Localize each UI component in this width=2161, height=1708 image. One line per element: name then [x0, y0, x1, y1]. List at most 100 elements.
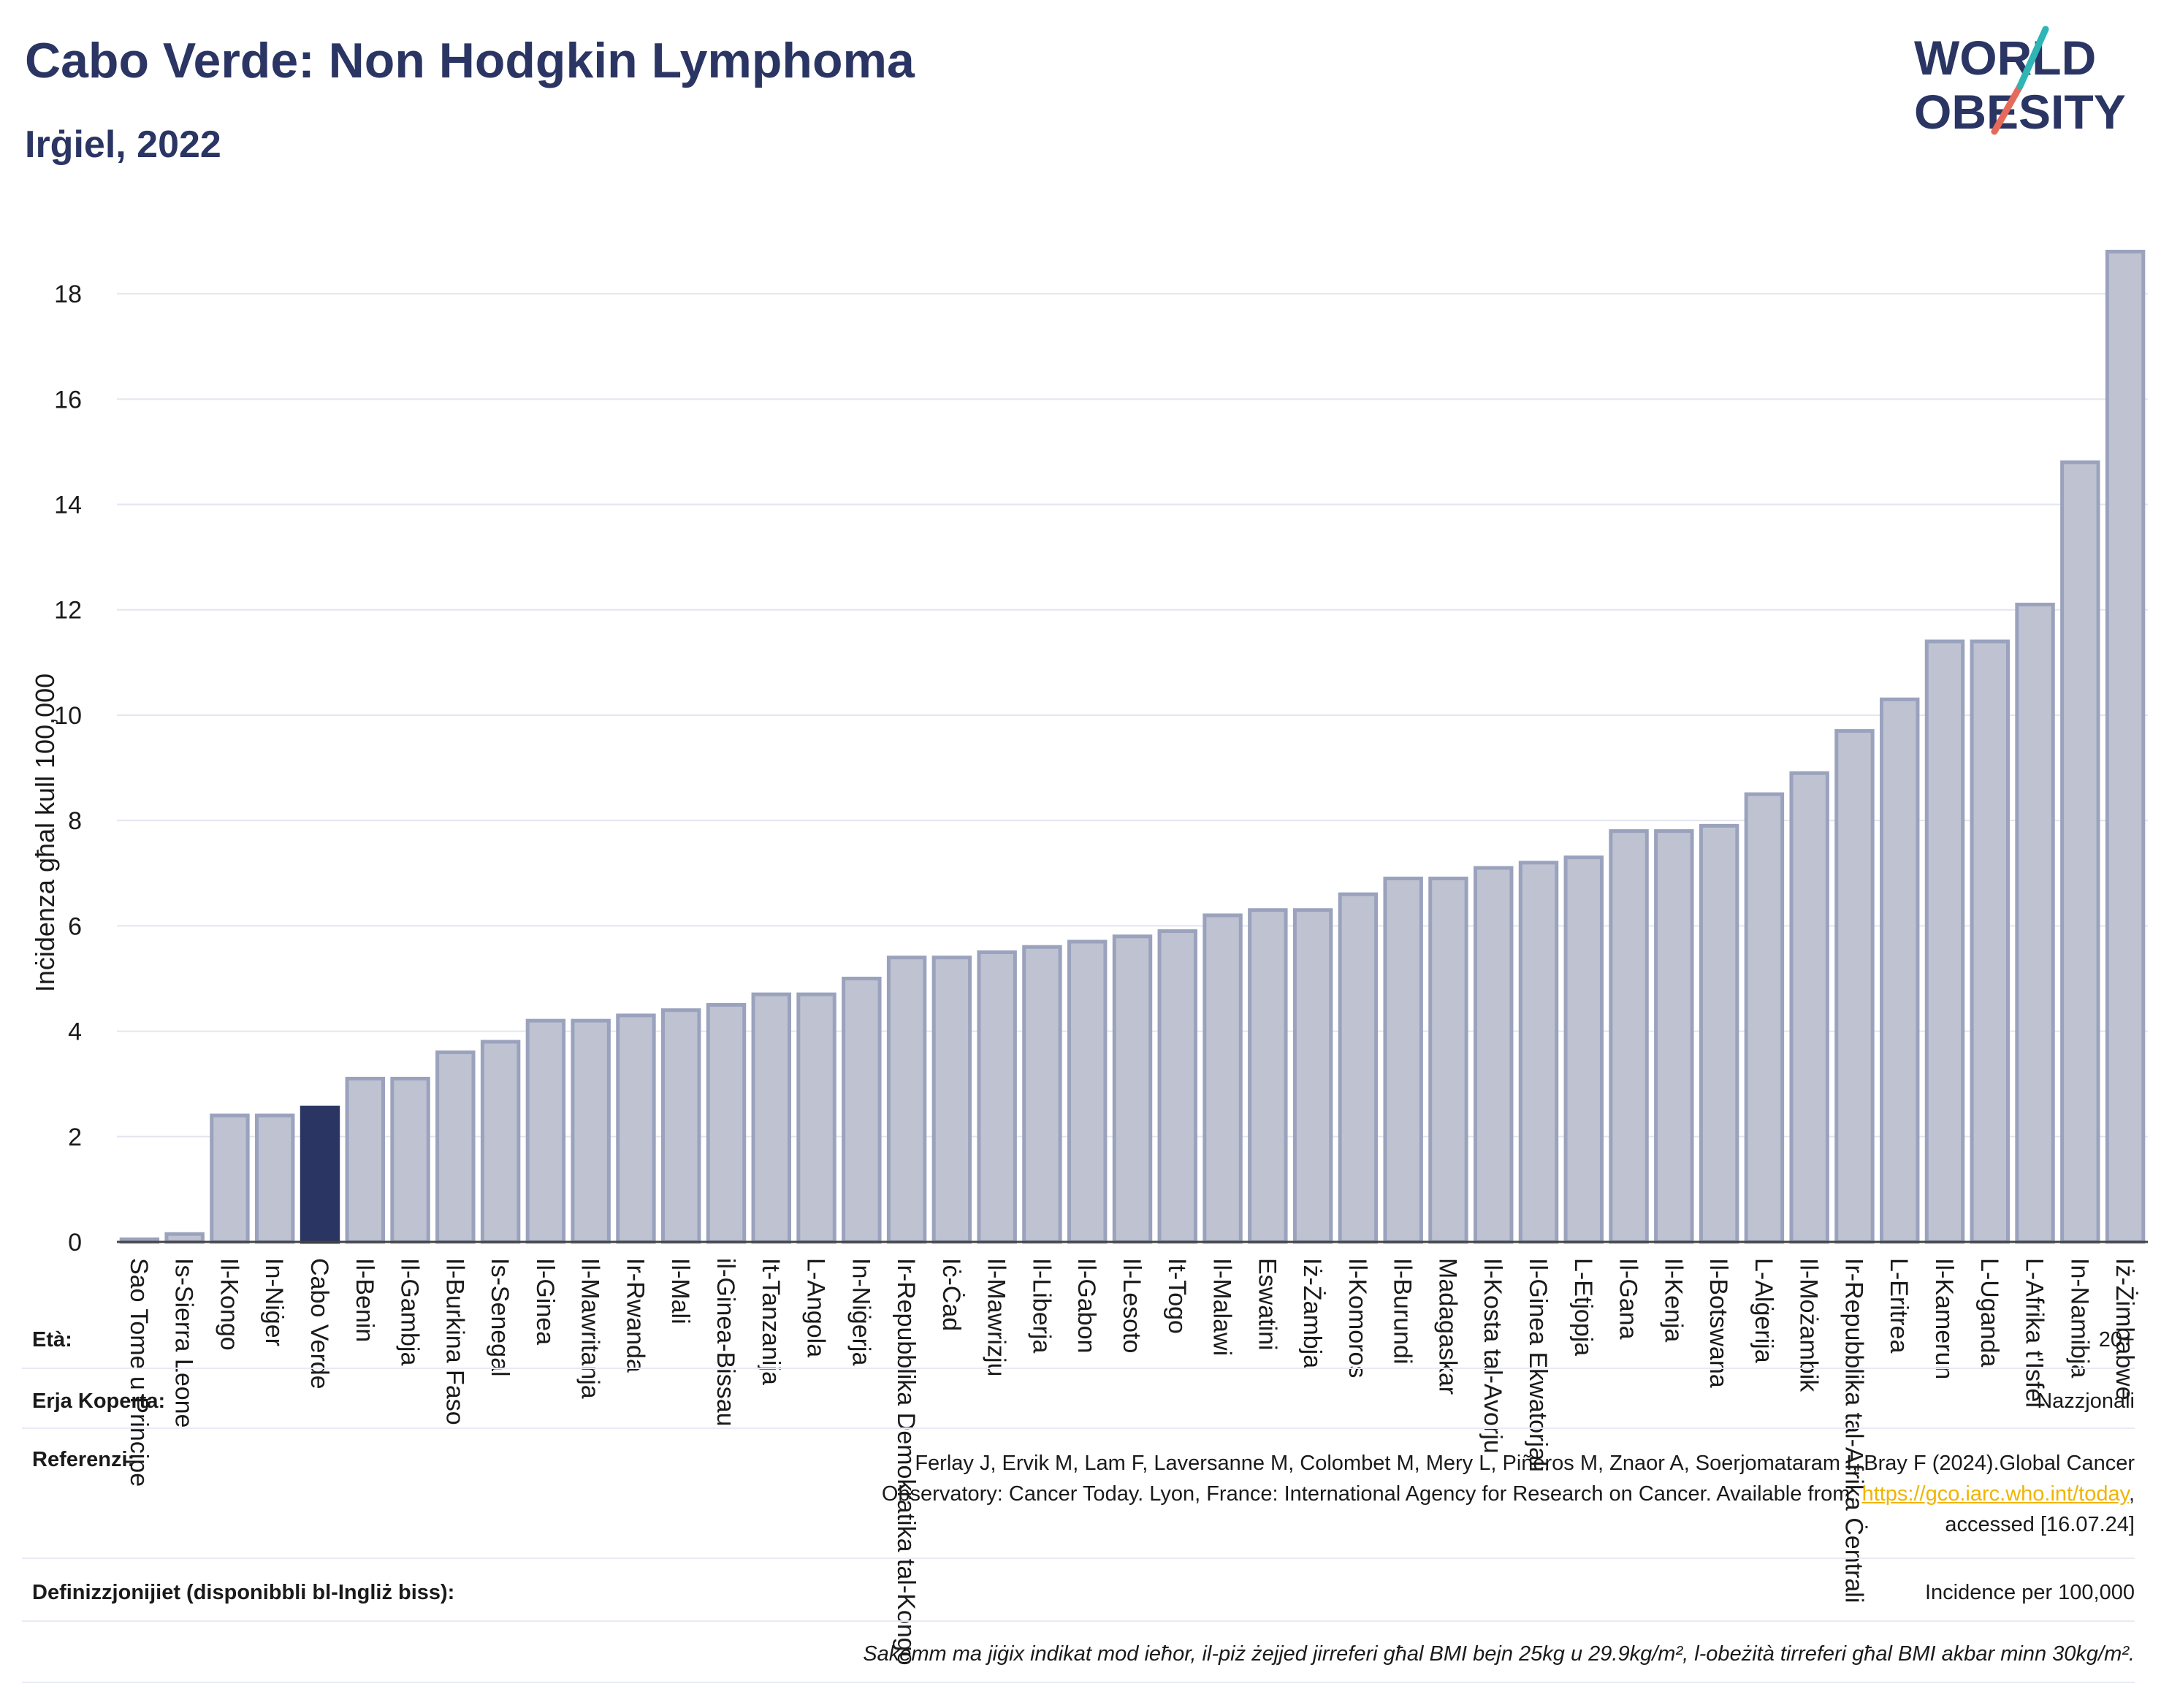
x-tick-label: L-Afrika t'Isfel	[2021, 1258, 2048, 1408]
x-tick-label: Il-Burkina Faso	[441, 1258, 468, 1425]
bar-in-namibja	[2060, 460, 2100, 1244]
bar-il-botswana	[1699, 823, 1739, 1244]
bar-in-ni-erja	[842, 976, 882, 1244]
chart-footer: Età: 20+ Erja Koperta: Nazzjonali Refere…	[22, 1308, 2135, 1683]
logo-line1: WORLD	[1914, 31, 2096, 85]
x-tick-label: Eswatini	[1253, 1258, 1281, 1351]
x-tick-label: Iċ-Ċad	[937, 1258, 965, 1331]
references-label: Referenzi:	[32, 1448, 135, 1471]
x-tick-label: In-Namibja	[2065, 1258, 2093, 1378]
x-tick-label: Il-Malawi	[1208, 1258, 1236, 1356]
x-tick-label: Madagaskar	[1433, 1258, 1461, 1395]
bar-il-komoros	[1338, 892, 1379, 1244]
footer-age-row: Età: 20+	[22, 1308, 2135, 1369]
bar-is-sierra-leone	[164, 1232, 205, 1244]
bar-it-tanzanija	[751, 992, 791, 1244]
bar-l-etjopja	[1563, 855, 1604, 1244]
x-tick-label: Ir-Rwanda	[621, 1258, 649, 1373]
bar-ir-repubblika-demokratika-tal-kongo	[886, 956, 927, 1244]
y-tick-label: 6	[68, 912, 82, 940]
y-tick-label: 18	[54, 281, 82, 308]
x-tick-label: L-Eritrea	[1885, 1258, 1913, 1353]
definitions-value: Incidence per 100,000	[1925, 1581, 2135, 1604]
bar-l-angola	[796, 992, 836, 1244]
bar-l-al-erija	[1744, 792, 1785, 1244]
x-tick-label: Il-Burundi	[1389, 1258, 1417, 1365]
age-value: 20+	[2098, 1328, 2135, 1351]
x-tick-label: Il-Kosta tal-Avorju	[1479, 1258, 1506, 1454]
bar-eswatini	[1248, 908, 1288, 1244]
bar-l-uganda	[1970, 639, 2010, 1244]
bar-il-mali	[661, 1008, 701, 1244]
bar-il-liberja	[1022, 945, 1062, 1244]
footer-references-row: Referenzi: Ferlay J, Ervik M, Lam F, Lav…	[22, 1429, 2135, 1559]
x-tick-label: Il-Możambik	[1795, 1258, 1823, 1392]
definitions-label: Definizzjonijiet (disponibbli bl-Ingliż …	[32, 1581, 455, 1604]
x-tick-label: Is-Senegal	[486, 1258, 514, 1377]
y-tick-label: 4	[68, 1018, 82, 1046]
y-tick-label: 2	[68, 1124, 82, 1151]
bar-il-mawritanja	[571, 1018, 611, 1244]
coverage-value: Nazzjonali	[2037, 1389, 2135, 1413]
x-tick-label: Il-Lesoto	[1118, 1258, 1146, 1353]
x-tick-label: It-Tanzanija	[757, 1258, 785, 1385]
bar-il-ginea-ekwatorjali	[1518, 861, 1559, 1244]
bar-il-kosta-tal-avorju	[1474, 866, 1514, 1244]
x-tick-label: Il-Mawrizju	[983, 1258, 1010, 1376]
x-tick-label: Il-Kenja	[1659, 1258, 1687, 1342]
x-tick-label: It-Togo	[1163, 1258, 1191, 1334]
bar-is-senegal	[480, 1040, 521, 1244]
bar-il-kongo	[210, 1113, 250, 1244]
x-tick-label: L-Etjopja	[1569, 1258, 1597, 1356]
x-tick-label: Il-Kongo	[215, 1258, 243, 1351]
y-tick-label: 0	[68, 1229, 82, 1257]
x-tick-label: Ir-Repubblika Demokratika tal-Kongo	[892, 1258, 920, 1665]
x-tick-label: Il-Gambja	[396, 1258, 424, 1365]
bar-il-benin	[345, 1076, 385, 1244]
bar-ir-repubblika-tal-afrika-entrali	[1834, 729, 1875, 1244]
y-tick-label: 12	[54, 597, 82, 625]
x-tick-label: L-Uganda	[1975, 1258, 2003, 1367]
y-tick-label: 8	[68, 807, 82, 835]
world-obesity-logo: WORLD OBESITY	[1914, 26, 2126, 139]
reference-line-2: Observatory: Cancer Today. Lyon, France:…	[881, 1482, 2135, 1506]
bar-il-burkina-faso	[435, 1050, 476, 1244]
bar-il-mawrizju	[977, 950, 1017, 1244]
x-tick-label: Is-Sierra Leone	[170, 1258, 198, 1427]
x-tick-label: Il-Gana	[1615, 1258, 1642, 1340]
y-tick-label: 10	[54, 702, 82, 730]
bar-il-ginea	[525, 1018, 566, 1244]
bar-il-kamerun	[1924, 639, 1965, 1244]
bar-il-gana	[1609, 829, 1649, 1244]
bar-il-gabon	[1067, 939, 1108, 1244]
references-text: Ferlay J, Ervik M, Lam F, Laversanne M, …	[882, 1448, 2135, 1540]
x-tick-label: Cabo Verde	[305, 1258, 333, 1389]
x-tick-label: Il-Ginea	[531, 1258, 559, 1345]
bar-madagaskar	[1428, 876, 1468, 1244]
bar-il-kenja	[1654, 829, 1694, 1244]
x-tick-label: L-Alġerija	[1750, 1258, 1777, 1363]
page-title: Cabo Verde: Non Hodgkin Lymphoma	[25, 33, 915, 88]
footer-coverage-row: Erja Koperta: Nazzjonali	[22, 1369, 2135, 1429]
reference-link[interactable]: https://gco.iarc.who.int/today	[1861, 1482, 2129, 1506]
x-tick-label: Il-Ginea Ekwatorjali	[1524, 1258, 1552, 1472]
x-tick-label: Il-Mawritanja	[576, 1258, 604, 1399]
y-axis-label: Inċidenza għal kull 100,000	[30, 674, 60, 992]
x-tick-label: In-Niġerja	[847, 1258, 874, 1365]
reference-line-3: accessed [16.07.24]	[1945, 1513, 2135, 1536]
x-tick-label: Il-Benin	[351, 1258, 378, 1342]
bar-it-togo	[1157, 929, 1197, 1244]
bar-l-afrika-t-isfel	[2015, 603, 2055, 1244]
page-subtitle: Irġiel, 2022	[25, 123, 221, 166]
footer-definitions-row: Definizzjonijiet (disponibbli bl-Ingliż …	[22, 1559, 2135, 1622]
bar-l-eritrea	[1880, 697, 1920, 1244]
x-tick-label: Il-Kamerun	[1930, 1258, 1958, 1379]
bar-il-mo-ambik	[1789, 771, 1829, 1244]
x-tick-label: Il-Komoros	[1344, 1258, 1371, 1378]
bar-cabo-verde	[300, 1105, 340, 1244]
bar-i-ambja	[1292, 908, 1333, 1244]
bar-ir-rwanda	[616, 1013, 656, 1244]
y-tick-label: 14	[54, 492, 82, 519]
logo-line2: OBESITY	[1914, 85, 2126, 139]
